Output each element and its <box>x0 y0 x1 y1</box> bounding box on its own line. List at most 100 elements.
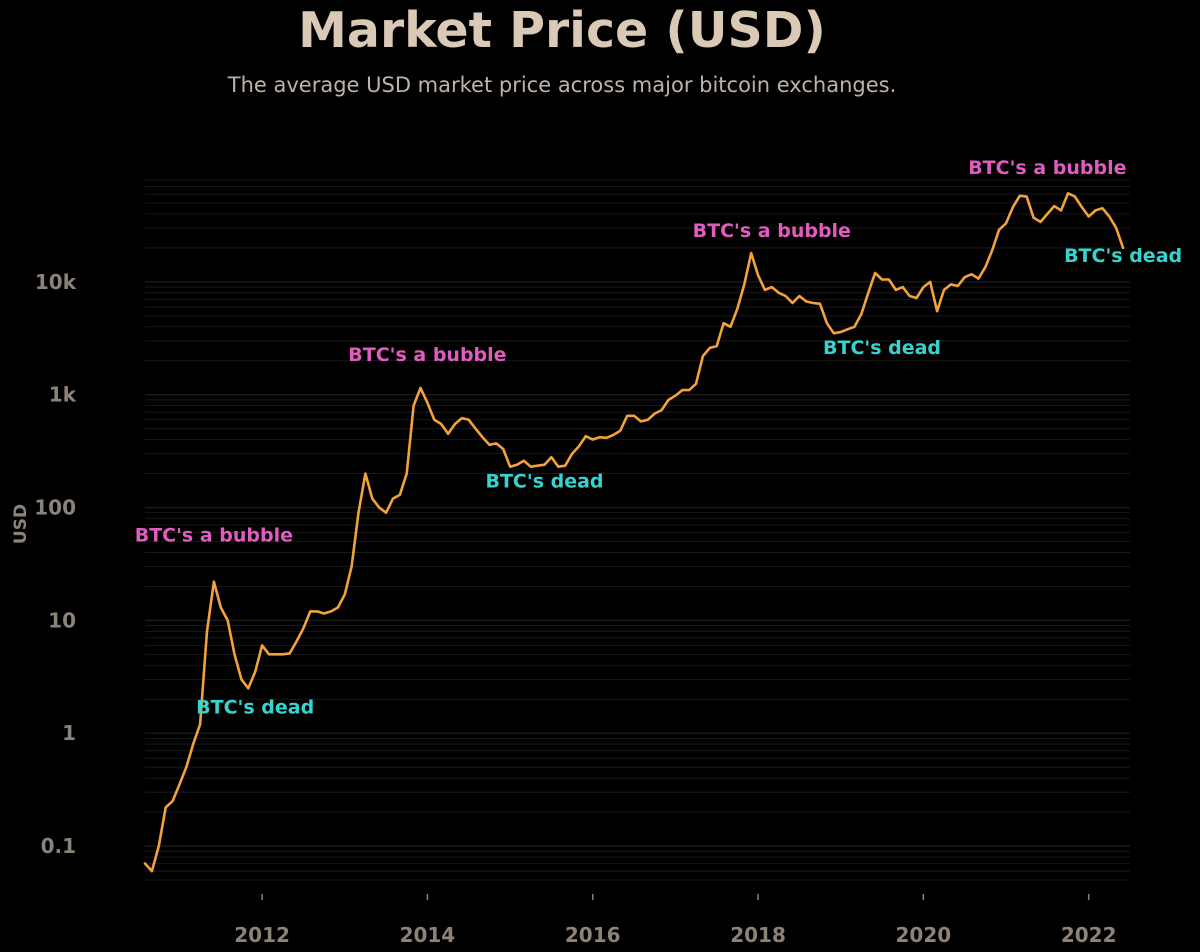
price-point <box>653 412 656 415</box>
price-point <box>509 465 511 468</box>
price-point <box>302 627 305 630</box>
price-point <box>419 387 422 389</box>
price-point <box>764 289 766 291</box>
price-point <box>626 414 629 417</box>
price-point <box>433 418 436 421</box>
price-point <box>1108 215 1111 218</box>
y-tick-label: 1k <box>49 383 77 407</box>
price-point <box>529 465 532 468</box>
price-point <box>640 420 642 423</box>
x-axis-ticks: 2012 2014 2016 2018 2020 2022 <box>234 894 1117 947</box>
annotation-bubble: BTC's a bubble <box>348 344 506 366</box>
price-point <box>144 862 146 865</box>
price-point <box>888 278 890 281</box>
price-point <box>826 322 828 325</box>
annotation-dead: BTC's dead <box>1064 245 1182 267</box>
price-point <box>702 355 704 357</box>
price-point <box>819 302 821 305</box>
price-point <box>378 506 381 509</box>
annotation-bubble: BTC's a bubble <box>693 220 851 242</box>
price-point <box>426 401 429 404</box>
price-point <box>660 409 663 411</box>
price-point <box>316 610 319 613</box>
price-point <box>350 565 353 568</box>
price-point <box>247 687 250 690</box>
price-point <box>488 443 491 446</box>
price-point <box>502 448 505 450</box>
price-point <box>1067 192 1069 195</box>
price-point <box>412 404 415 407</box>
price-point <box>860 313 863 315</box>
x-tick-label: 2018 <box>730 923 786 947</box>
price-point <box>578 445 580 448</box>
price-point <box>805 300 808 303</box>
price-point <box>330 610 332 613</box>
price-point <box>1094 209 1097 212</box>
price-point <box>963 276 966 279</box>
price-point <box>536 464 539 467</box>
price-point <box>812 302 814 304</box>
price-point <box>454 423 456 425</box>
price-point <box>192 743 195 745</box>
price-point <box>998 228 1000 231</box>
price-point <box>543 463 546 466</box>
price-point <box>1087 215 1090 218</box>
price-point <box>1018 194 1021 197</box>
price-point <box>261 644 263 647</box>
price-point <box>984 266 987 269</box>
price-point <box>798 295 801 297</box>
grid-lines <box>145 179 1130 881</box>
price-point <box>1060 209 1062 212</box>
price-point <box>736 307 739 310</box>
price-point <box>929 281 932 283</box>
price-series <box>143 192 1125 873</box>
price-point <box>881 278 883 281</box>
price-point <box>219 606 222 609</box>
y-tick-label: 10 <box>48 608 76 632</box>
price-point <box>1115 227 1118 230</box>
price-point <box>199 723 202 726</box>
price-point <box>908 295 911 297</box>
price-point <box>839 331 842 333</box>
price-point <box>591 438 594 441</box>
price-point <box>337 606 339 609</box>
price-point <box>922 286 925 288</box>
price-point <box>392 497 394 500</box>
price-point <box>936 310 938 313</box>
x-tick-label: 2020 <box>896 923 952 947</box>
price-point <box>268 653 270 656</box>
price-point <box>612 434 615 436</box>
price-point <box>598 436 601 439</box>
price-point <box>516 463 518 466</box>
x-tick-label: 2012 <box>234 923 290 947</box>
y-tick-label: 10k <box>35 270 77 294</box>
price-point <box>185 766 188 769</box>
price-point <box>715 345 718 347</box>
price-point <box>784 295 787 297</box>
price-point <box>405 472 408 475</box>
price-point <box>447 432 449 435</box>
annotation-bubble: BTC's a bubble <box>968 157 1126 179</box>
price-point <box>901 286 904 288</box>
price-point <box>343 593 346 596</box>
price-point <box>605 436 608 439</box>
price-point <box>254 670 257 673</box>
y-tick-label: 0.1 <box>41 834 76 858</box>
price-point <box>667 399 670 401</box>
price-point <box>688 389 691 391</box>
annotation-bubble: BTC's a bubble <box>135 525 293 547</box>
price-point <box>557 465 560 468</box>
price-point <box>619 429 622 432</box>
x-tick-label: 2022 <box>1061 923 1117 947</box>
price-point <box>743 283 746 286</box>
price-point <box>171 800 174 802</box>
price-point <box>371 497 374 500</box>
price-point <box>206 630 208 633</box>
price-point <box>1101 207 1104 210</box>
price-point <box>853 325 856 328</box>
y-axis-ticks: 0.1 1 10 100 1k 10k <box>34 270 76 858</box>
price-point <box>722 322 725 325</box>
price-point <box>281 653 284 656</box>
price-point <box>522 459 525 462</box>
